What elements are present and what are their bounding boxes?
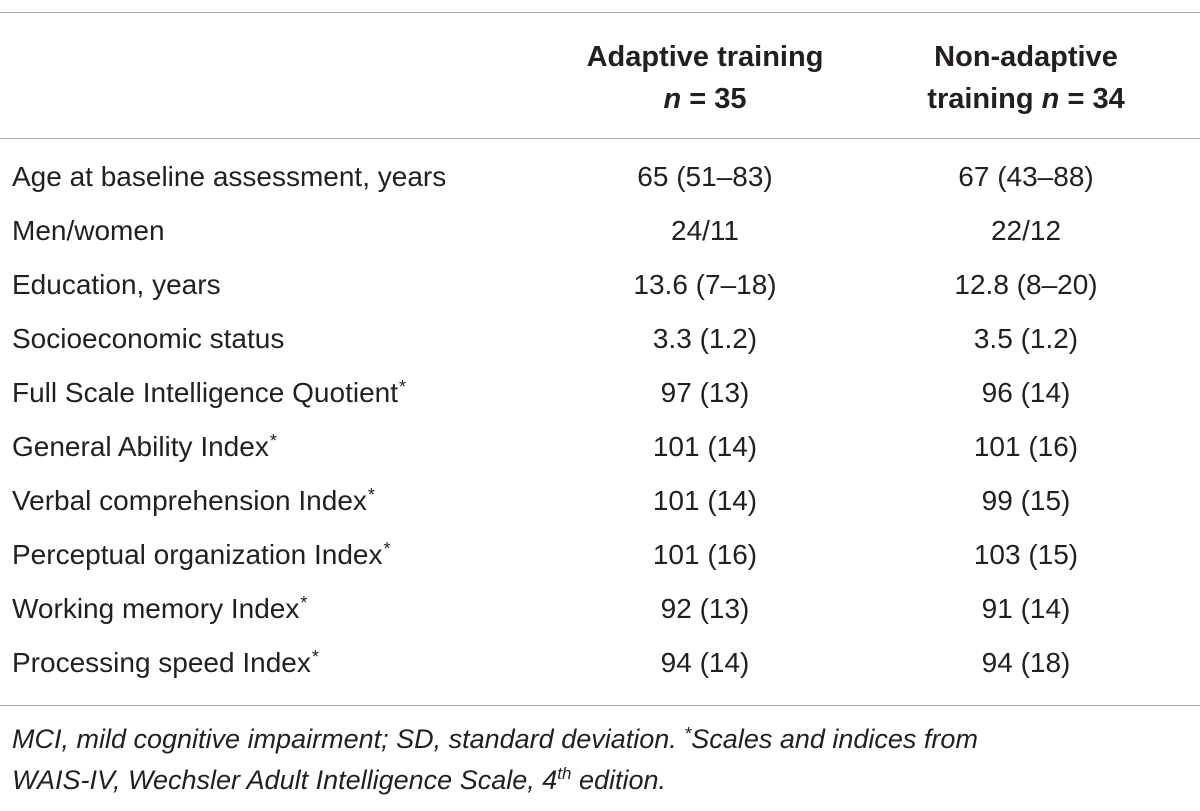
row-adaptive-value: 3.3 (1.2) — [652, 323, 758, 354]
row-non-adaptive-value: 101 (16) — [973, 431, 1079, 462]
row-label-star: * — [367, 485, 375, 505]
row-adaptive-value: 13.6 (7–18) — [633, 269, 777, 300]
table-header: Adaptive training n = 35 Non-adaptive tr… — [0, 12, 1200, 138]
footnote-star: * — [684, 724, 692, 744]
footnote-ordinal-suffix: th — [557, 764, 572, 783]
header-non-adaptive-n-value: = 34 — [1059, 83, 1125, 115]
row-adaptive-value: 101 (14) — [652, 485, 758, 516]
row-non-adaptive-value: 99 (15) — [981, 485, 1071, 516]
row-adaptive-value: 24/11 — [671, 215, 739, 246]
header-non-adaptive-training: Non-adaptive training n = 34 — [866, 36, 1186, 120]
row-non-adaptive-value: 103 (15) — [973, 539, 1079, 570]
table-row: Verbal comprehension Index* 101 (14) 99 … — [0, 474, 1200, 528]
row-label: Full Scale Intelligence Quotient* — [12, 366, 406, 423]
row-non-adaptive-value: 12.8 (8–20) — [954, 269, 1098, 300]
table-row: Education, years 13.6 (7–18) 12.8 (8–20) — [0, 258, 1200, 312]
row-adaptive-value: 94 (14) — [660, 647, 750, 678]
table-row: Full Scale Intelligence Quotient* 97 (13… — [0, 366, 1200, 420]
table-top-rule — [0, 12, 1200, 13]
header-adaptive-n-value: = 35 — [681, 83, 747, 115]
footnote-edition-text: edition. — [571, 765, 667, 795]
row-label-text: General Ability Index — [12, 431, 269, 462]
header-non-adaptive-prefix: training — [927, 83, 1042, 115]
footnote-line-2: WAIS-IV, Wechsler Adult Intelligence Sca… — [12, 761, 1192, 799]
table-row: Processing speed Index* 94 (14) 94 (18) — [0, 636, 1200, 690]
header-adaptive-n: n = 35 — [555, 78, 855, 120]
row-adaptive-value: 97 (13) — [660, 377, 750, 408]
row-non-adaptive-value: 3.5 (1.2) — [973, 323, 1079, 354]
table-row: Socioeconomic status 3.3 (1.2) 3.5 (1.2) — [0, 312, 1200, 366]
row-label-text: Processing speed Index — [12, 647, 311, 678]
table-bottom-rule — [0, 705, 1200, 706]
row-label: Age at baseline assessment, years — [12, 150, 447, 207]
row-label: Socioeconomic status — [12, 312, 285, 369]
row-non-adaptive-value: 91 (14) — [981, 593, 1071, 624]
row-label: Verbal comprehension Index* — [12, 474, 375, 531]
footnote-abbreviations: MCI, mild cognitive impairment; SD, stan… — [12, 724, 685, 754]
row-label-star: * — [311, 647, 319, 667]
footnote-scales-text: Scales and indices from — [691, 724, 978, 754]
header-non-adaptive-n: training n = 34 — [866, 78, 1186, 120]
row-label-star: * — [269, 431, 277, 451]
row-label: Education, years — [12, 258, 222, 315]
row-label: Perceptual organization Index* — [12, 528, 390, 585]
row-label-text: Perceptual organization Index — [12, 539, 383, 570]
row-label: Working memory Index* — [12, 582, 307, 639]
row-non-adaptive-value: 96 (14) — [981, 377, 1071, 408]
row-label-text: Education, years — [12, 269, 221, 300]
row-adaptive-value: 92 (13) — [660, 593, 750, 624]
row-label: Men/women — [12, 204, 166, 261]
table-row: Perceptual organization Index* 101 (16) … — [0, 528, 1200, 582]
row-label-text: Working memory Index — [12, 593, 300, 624]
row-label-star: * — [399, 377, 407, 397]
row-label-star: * — [383, 539, 391, 559]
row-label-star: * — [300, 593, 308, 613]
row-label: Processing speed Index* — [12, 636, 319, 693]
row-label: General Ability Index* — [12, 420, 277, 477]
table-footnote: MCI, mild cognitive impairment; SD, stan… — [12, 720, 1192, 799]
row-label-text: Socioeconomic status — [12, 323, 285, 354]
footnote-line-1: MCI, mild cognitive impairment; SD, stan… — [12, 720, 1192, 761]
row-label-text: Full Scale Intelligence Quotient — [12, 377, 398, 408]
row-label-text: Men/women — [12, 215, 165, 246]
row-non-adaptive-value: 94 (18) — [981, 647, 1071, 678]
table-row: Working memory Index* 92 (13) 91 (14) — [0, 582, 1200, 636]
row-adaptive-value: 101 (14) — [652, 431, 758, 462]
row-non-adaptive-value: 22/12 — [990, 215, 1062, 246]
table-row: General Ability Index* 101 (14) 101 (16) — [0, 420, 1200, 474]
table-row: Men/women 24/11 22/12 — [0, 204, 1200, 258]
header-adaptive-title: Adaptive training — [586, 41, 824, 73]
table-row: Age at baseline assessment, years 65 (51… — [0, 150, 1200, 204]
header-adaptive-n-symbol: n — [663, 83, 682, 115]
header-adaptive-training: Adaptive training n = 35 — [555, 36, 855, 120]
footnote-wais-text: WAIS-IV, Wechsler Adult Intelligence Sca… — [12, 765, 558, 795]
row-adaptive-value: 101 (16) — [652, 539, 758, 570]
row-non-adaptive-value: 67 (43–88) — [958, 161, 1094, 192]
row-label-text: Verbal comprehension Index — [12, 485, 367, 516]
header-non-adaptive-title: Non-adaptive — [934, 41, 1118, 73]
row-label-text: Age at baseline assessment, years — [12, 161, 447, 192]
table-body: Age at baseline assessment, years 65 (51… — [0, 150, 1200, 690]
row-adaptive-value: 65 (51–83) — [637, 161, 773, 192]
table-header-rule — [0, 138, 1200, 139]
header-non-adaptive-n-symbol: n — [1041, 83, 1060, 115]
